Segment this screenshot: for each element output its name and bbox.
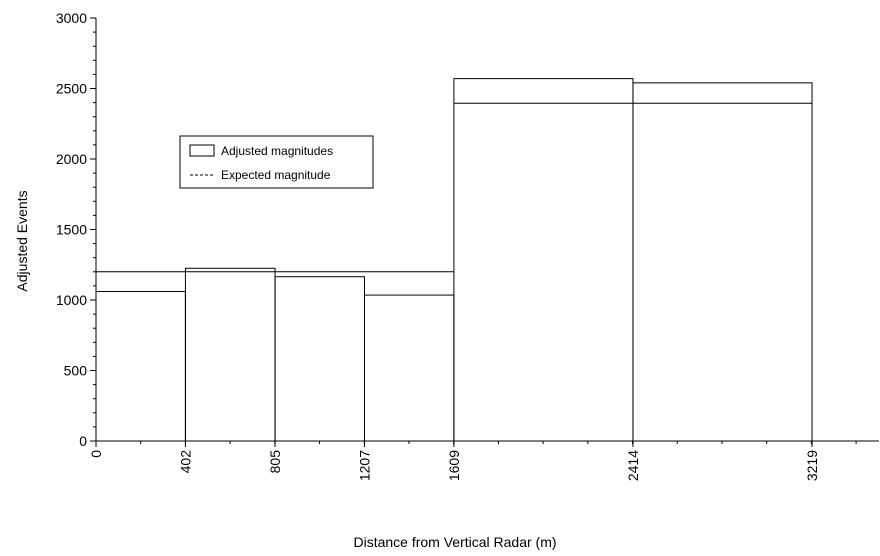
x-tick-label: 2414 (625, 450, 641, 481)
x-tick-label: 1609 (446, 450, 462, 481)
axes: 0 500 1000 1500 2000 2500 3000 0 402 805 1207 1609 2… (56, 10, 879, 481)
bar-adjusted-1 (184, 267, 276, 442)
legend: Adjusted magnitudes Expected magnitude (179, 135, 374, 189)
legend-label-expected: Expected magnitude (221, 168, 331, 182)
bar-adjusted-4 (453, 78, 634, 442)
x-tick-label: 1207 (356, 450, 372, 481)
x-axis-title: Distance from Vertical Radar (m) (353, 534, 556, 550)
y-tick-label: 0 (79, 433, 87, 449)
y-tick-label: 2500 (56, 81, 87, 97)
plot-area (95, 78, 813, 442)
y-tick-label: 500 (64, 363, 88, 379)
y-tick-label: 1500 (56, 222, 87, 238)
legend-label-adjusted: Adjusted magnitudes (221, 144, 333, 158)
x-tick-label: 3219 (804, 450, 820, 481)
y-tick-label: 2000 (56, 151, 87, 167)
y-tick-label: 3000 (56, 10, 87, 26)
x-tick-label: 0 (88, 450, 104, 458)
y-tick-label: 1000 (56, 292, 87, 308)
legend-swatch-adjusted (189, 144, 215, 157)
x-tick-label: 402 (177, 450, 193, 474)
bar-adjusted-0 (95, 291, 186, 442)
bar-adjusted-5 (632, 82, 813, 442)
x-tick-label: 805 (267, 450, 283, 474)
bar-adjusted-3 (363, 294, 455, 442)
y-axis-title: Adjusted Events (14, 190, 30, 291)
bar-adjusted-2 (274, 276, 365, 442)
